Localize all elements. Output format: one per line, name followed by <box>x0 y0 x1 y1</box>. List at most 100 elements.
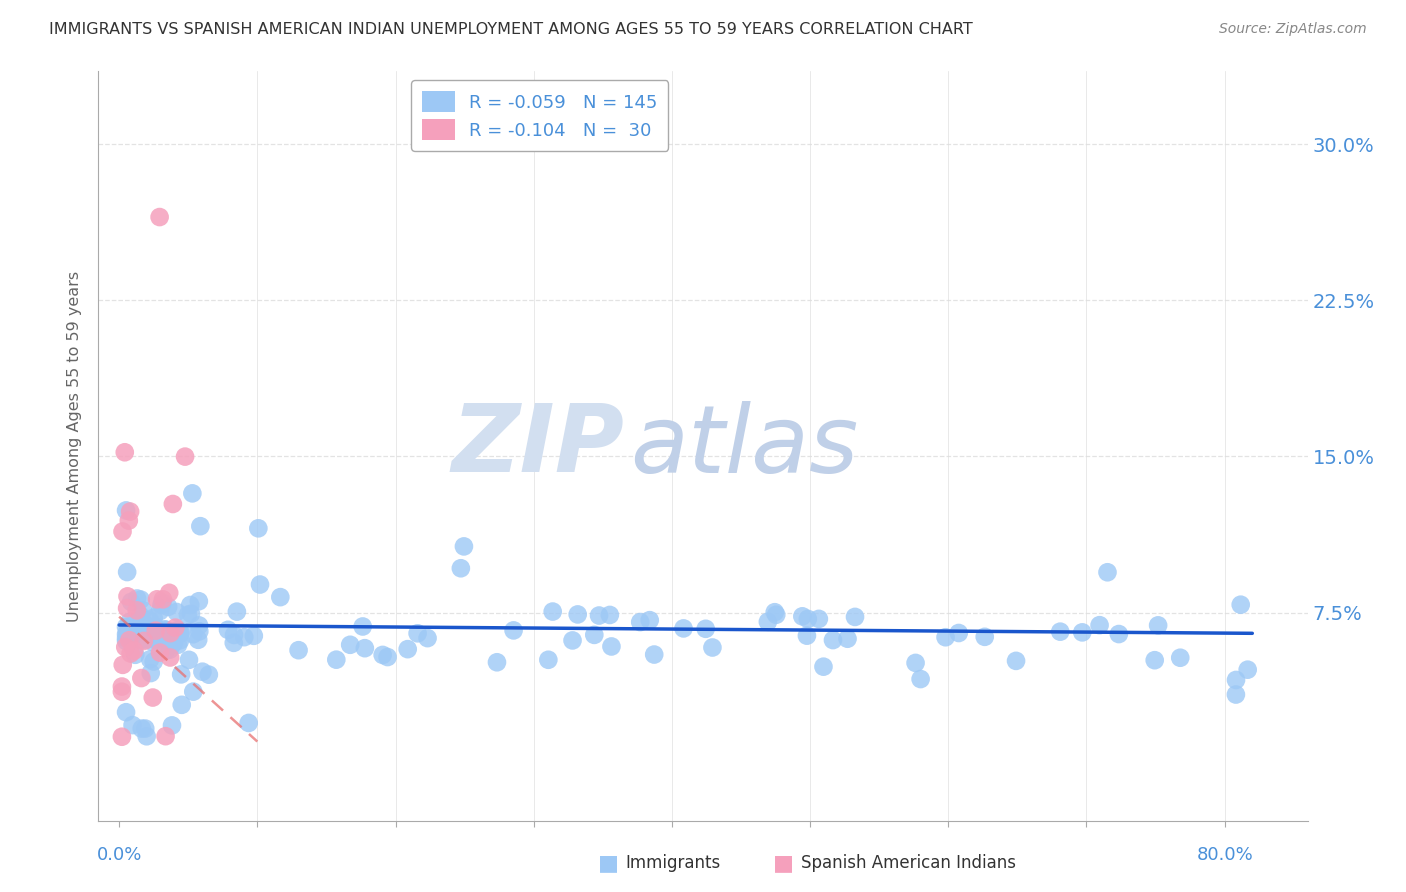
Point <box>167 623 190 637</box>
Point <box>134 620 156 634</box>
Point <box>756 615 779 629</box>
Point <box>217 623 239 637</box>
Point <box>233 630 256 644</box>
Point <box>129 608 152 623</box>
Point <box>170 667 193 681</box>
Point <box>1225 688 1247 702</box>
Point <box>157 586 180 600</box>
Text: ■: ■ <box>598 854 619 873</box>
Point <box>537 653 560 667</box>
Point <box>222 636 245 650</box>
Point <box>131 624 153 639</box>
Point <box>765 607 787 622</box>
Text: atlas: atlas <box>630 401 859 491</box>
Point <box>115 565 138 579</box>
Point <box>165 621 187 635</box>
Point <box>796 629 818 643</box>
Point <box>174 450 197 464</box>
Point <box>179 598 201 612</box>
Point <box>450 561 472 575</box>
Point <box>167 638 190 652</box>
Point <box>247 521 270 535</box>
Point <box>249 577 271 591</box>
Point <box>166 605 188 619</box>
Point <box>1088 618 1111 632</box>
Text: ZIP: ZIP <box>451 400 624 492</box>
Text: 80.0%: 80.0% <box>1197 846 1253 863</box>
Point <box>1168 650 1191 665</box>
Point <box>142 620 165 634</box>
Point <box>146 592 169 607</box>
Point <box>339 638 361 652</box>
Point <box>170 698 193 712</box>
Point <box>152 628 174 642</box>
Point <box>114 640 136 654</box>
Point <box>1236 663 1258 677</box>
Point <box>115 627 138 641</box>
Point <box>837 632 859 646</box>
Point <box>111 730 134 744</box>
Point <box>139 621 162 635</box>
Point <box>181 627 204 641</box>
Point <box>115 634 138 648</box>
Point <box>181 486 204 500</box>
Point <box>150 598 173 612</box>
Point <box>396 642 419 657</box>
Point <box>149 604 172 618</box>
Point <box>502 624 524 638</box>
Point <box>672 621 695 635</box>
Point <box>269 590 291 604</box>
Point <box>821 633 844 648</box>
Point <box>599 607 621 622</box>
Text: Immigrants: Immigrants <box>626 855 721 872</box>
Point <box>188 618 211 632</box>
Point <box>111 680 134 694</box>
Point <box>163 636 186 650</box>
Point <box>187 594 209 608</box>
Point <box>115 632 138 646</box>
Point <box>453 540 475 554</box>
Point <box>159 650 181 665</box>
Point <box>117 590 139 604</box>
Point <box>763 605 786 619</box>
Point <box>125 603 148 617</box>
Point <box>165 626 187 640</box>
Point <box>935 630 957 644</box>
Point <box>142 690 165 705</box>
Point <box>118 514 141 528</box>
Point <box>115 503 138 517</box>
Point <box>352 619 374 633</box>
Point <box>155 729 177 743</box>
Point <box>844 610 866 624</box>
Point <box>807 612 830 626</box>
Point <box>139 666 162 681</box>
Text: IMMIGRANTS VS SPANISH AMERICAN INDIAN UNEMPLOYMENT AMONG AGES 55 TO 59 YEARS COR: IMMIGRANTS VS SPANISH AMERICAN INDIAN UN… <box>49 22 973 37</box>
Point <box>238 715 260 730</box>
Point <box>792 609 814 624</box>
Point <box>142 655 165 669</box>
Point <box>120 504 142 518</box>
Point <box>588 608 610 623</box>
Legend: R = -0.059   N = 145, R = -0.104   N =  30: R = -0.059 N = 145, R = -0.104 N = 30 <box>412 80 668 151</box>
Point <box>114 445 136 459</box>
Point <box>353 641 375 656</box>
Point <box>118 615 141 629</box>
Point <box>187 632 209 647</box>
Point <box>485 655 508 669</box>
Point <box>121 718 143 732</box>
Point <box>134 722 156 736</box>
Point <box>1005 654 1028 668</box>
Point <box>157 629 180 643</box>
Point <box>149 646 172 660</box>
Point <box>131 612 153 626</box>
Point <box>371 648 394 662</box>
Point <box>325 653 347 667</box>
Point <box>111 657 134 672</box>
Point <box>139 652 162 666</box>
Point <box>191 665 214 679</box>
Point <box>169 633 191 648</box>
Point <box>143 619 166 633</box>
Point <box>153 622 176 636</box>
Point <box>122 643 145 657</box>
Point <box>132 634 155 648</box>
